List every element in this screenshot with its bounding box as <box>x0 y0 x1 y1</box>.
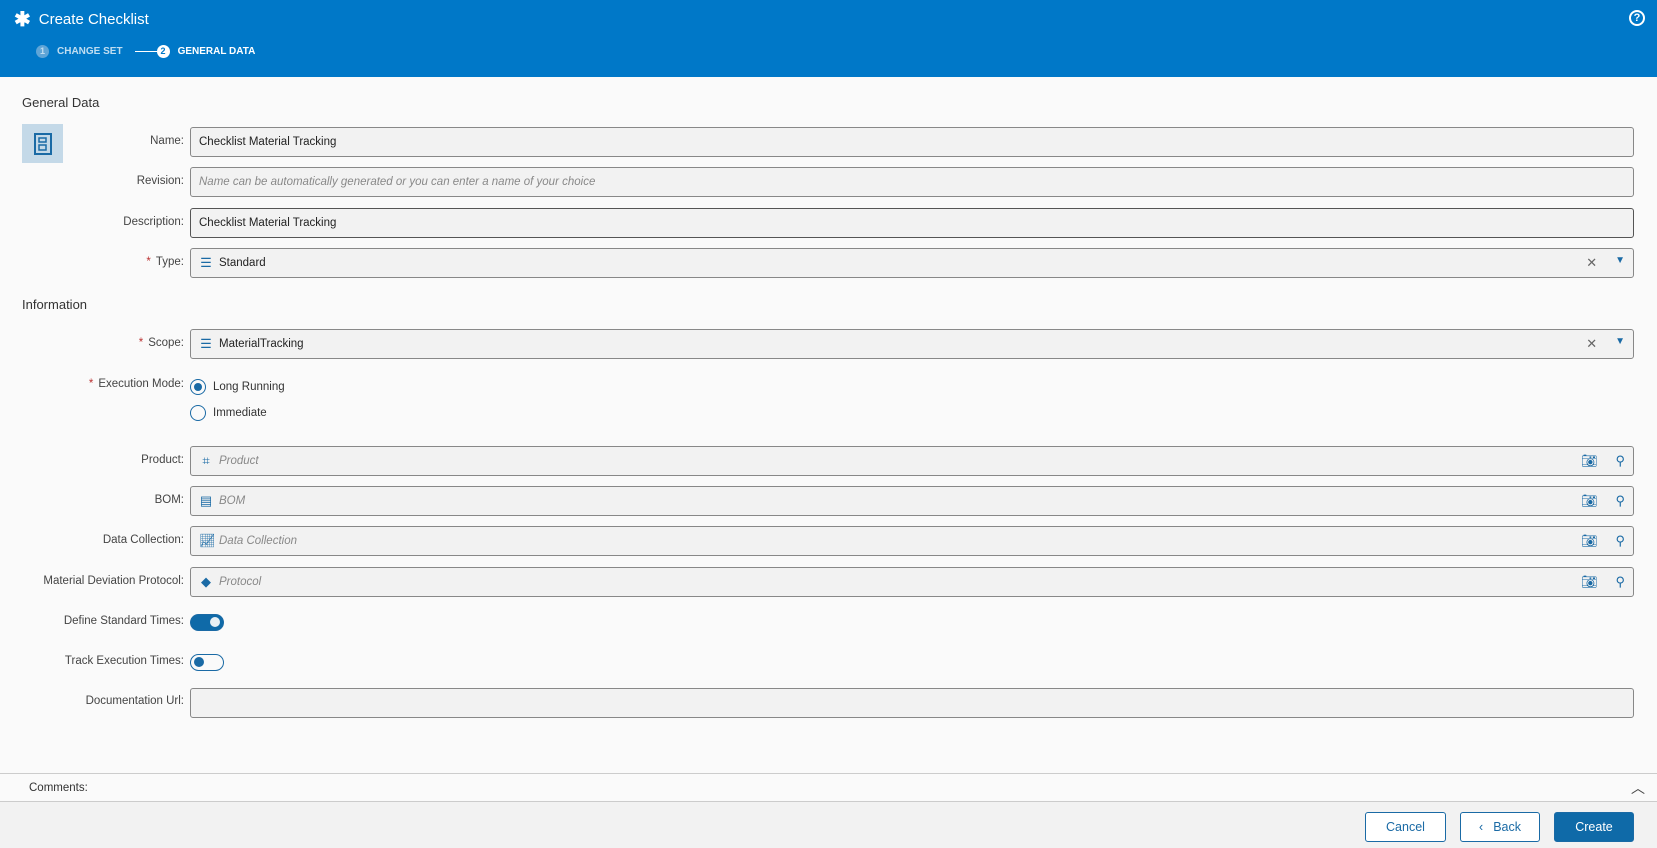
wizard-steps: 1 CHANGE SET 2 GENERAL DATA <box>36 45 255 58</box>
revision-label: Revision: <box>136 175 184 187</box>
type-label: * Type: <box>146 256 184 268</box>
bom-icon: ▤ <box>199 493 213 508</box>
name-input[interactable]: Checklist Material Tracking <box>190 127 1634 157</box>
radio-button[interactable] <box>190 379 206 395</box>
step-general-data: GENERAL DATA <box>177 46 256 57</box>
product-label: Product: <box>141 454 184 466</box>
help-icon[interactable]: ? <box>1629 10 1645 26</box>
protocol-label: Material Deviation Protocol: <box>43 575 184 587</box>
list-icon: ☰ <box>200 255 212 270</box>
checklist-icon <box>22 124 63 163</box>
track-execution-times-label: Track Execution Times: <box>64 655 184 667</box>
execution-mode-label: * Execution Mode: <box>88 378 184 390</box>
step-connector <box>134 51 157 52</box>
description-input[interactable]: Checklist Material Tracking <box>190 208 1634 238</box>
clear-icon[interactable]: ✕ <box>1586 255 1598 270</box>
radio-long-running[interactable]: Long Running <box>190 379 285 395</box>
camera-icon[interactable]: 📷︎ <box>1580 453 1598 468</box>
data-collection-label: Data Collection: <box>102 534 184 546</box>
create-button[interactable]: Create <box>1554 812 1634 842</box>
list-icon: ☰ <box>200 336 212 351</box>
footer: Cancel ‹ Back Create <box>0 802 1657 848</box>
documentation-url-label: Documentation Url: <box>85 695 184 707</box>
name-label: Name: <box>150 135 184 147</box>
data-collection-input[interactable]: 📈︎ Data Collection 📷︎ ⚲ <box>190 526 1634 556</box>
asterisk-icon: ✱ <box>14 9 31 31</box>
step-change-set[interactable]: CHANGE SET <box>57 46 123 57</box>
define-standard-times-label: Define Standard Times: <box>63 615 184 627</box>
revision-input[interactable]: Name can be automatically generated or y… <box>190 167 1634 197</box>
chevron-up-icon[interactable]: ︿ <box>1631 780 1645 796</box>
track-execution-times-toggle[interactable] <box>190 654 224 671</box>
chart-icon: 📈︎ <box>199 533 216 548</box>
dialog-title: ✱ Create Checklist <box>14 9 149 31</box>
type-dropdown[interactable]: ☰ Standard ✕ ▼ <box>190 248 1634 278</box>
bom-label: BOM: <box>154 494 184 506</box>
product-icon: ⌗ <box>202 453 210 468</box>
chevron-down-icon[interactable]: ▼ <box>1615 255 1625 266</box>
comments-panel[interactable]: Comments: ︿ <box>0 773 1657 802</box>
protocol-input[interactable]: ◆ Protocol 📷︎ ⚲ <box>190 567 1634 597</box>
scope-label: * Scope: <box>138 337 184 349</box>
search-icon[interactable]: ⚲ <box>1615 493 1625 508</box>
comments-label: Comments: <box>29 782 88 794</box>
documentation-url-input[interactable] <box>190 688 1634 718</box>
search-icon[interactable]: ⚲ <box>1615 533 1625 548</box>
information-heading: Information <box>22 297 88 312</box>
product-input[interactable]: ⌗ Product 📷︎ ⚲ <box>190 446 1634 476</box>
back-button[interactable]: ‹ Back <box>1460 812 1540 842</box>
search-icon[interactable]: ⚲ <box>1615 453 1625 468</box>
define-standard-times-toggle[interactable] <box>190 614 224 631</box>
cancel-button[interactable]: Cancel <box>1365 812 1446 842</box>
camera-icon[interactable]: 📷︎ <box>1580 574 1598 589</box>
clear-icon[interactable]: ✕ <box>1586 336 1598 351</box>
protocol-icon: ◆ <box>201 574 211 589</box>
step-2-number: 2 <box>156 45 170 58</box>
step-1-number[interactable]: 1 <box>36 45 49 58</box>
search-icon[interactable]: ⚲ <box>1615 574 1625 589</box>
radio-immediate[interactable]: Immediate <box>190 405 267 421</box>
radio-button[interactable] <box>190 405 206 421</box>
bom-input[interactable]: ▤ BOM 📷︎ ⚲ <box>190 486 1634 516</box>
description-label: Description: <box>123 216 184 228</box>
chevron-left-icon: ‹ <box>1479 820 1484 834</box>
scope-dropdown[interactable]: ☰ MaterialTracking ✕ ▼ <box>190 329 1634 359</box>
chevron-down-icon[interactable]: ▼ <box>1615 336 1625 347</box>
general-data-heading: General Data <box>22 95 100 110</box>
camera-icon[interactable]: 📷︎ <box>1580 533 1598 548</box>
camera-icon[interactable]: 📷︎ <box>1580 493 1598 508</box>
header: ✱ Create Checklist ? 1 CHANGE SET 2 GENER… <box>0 0 1657 77</box>
